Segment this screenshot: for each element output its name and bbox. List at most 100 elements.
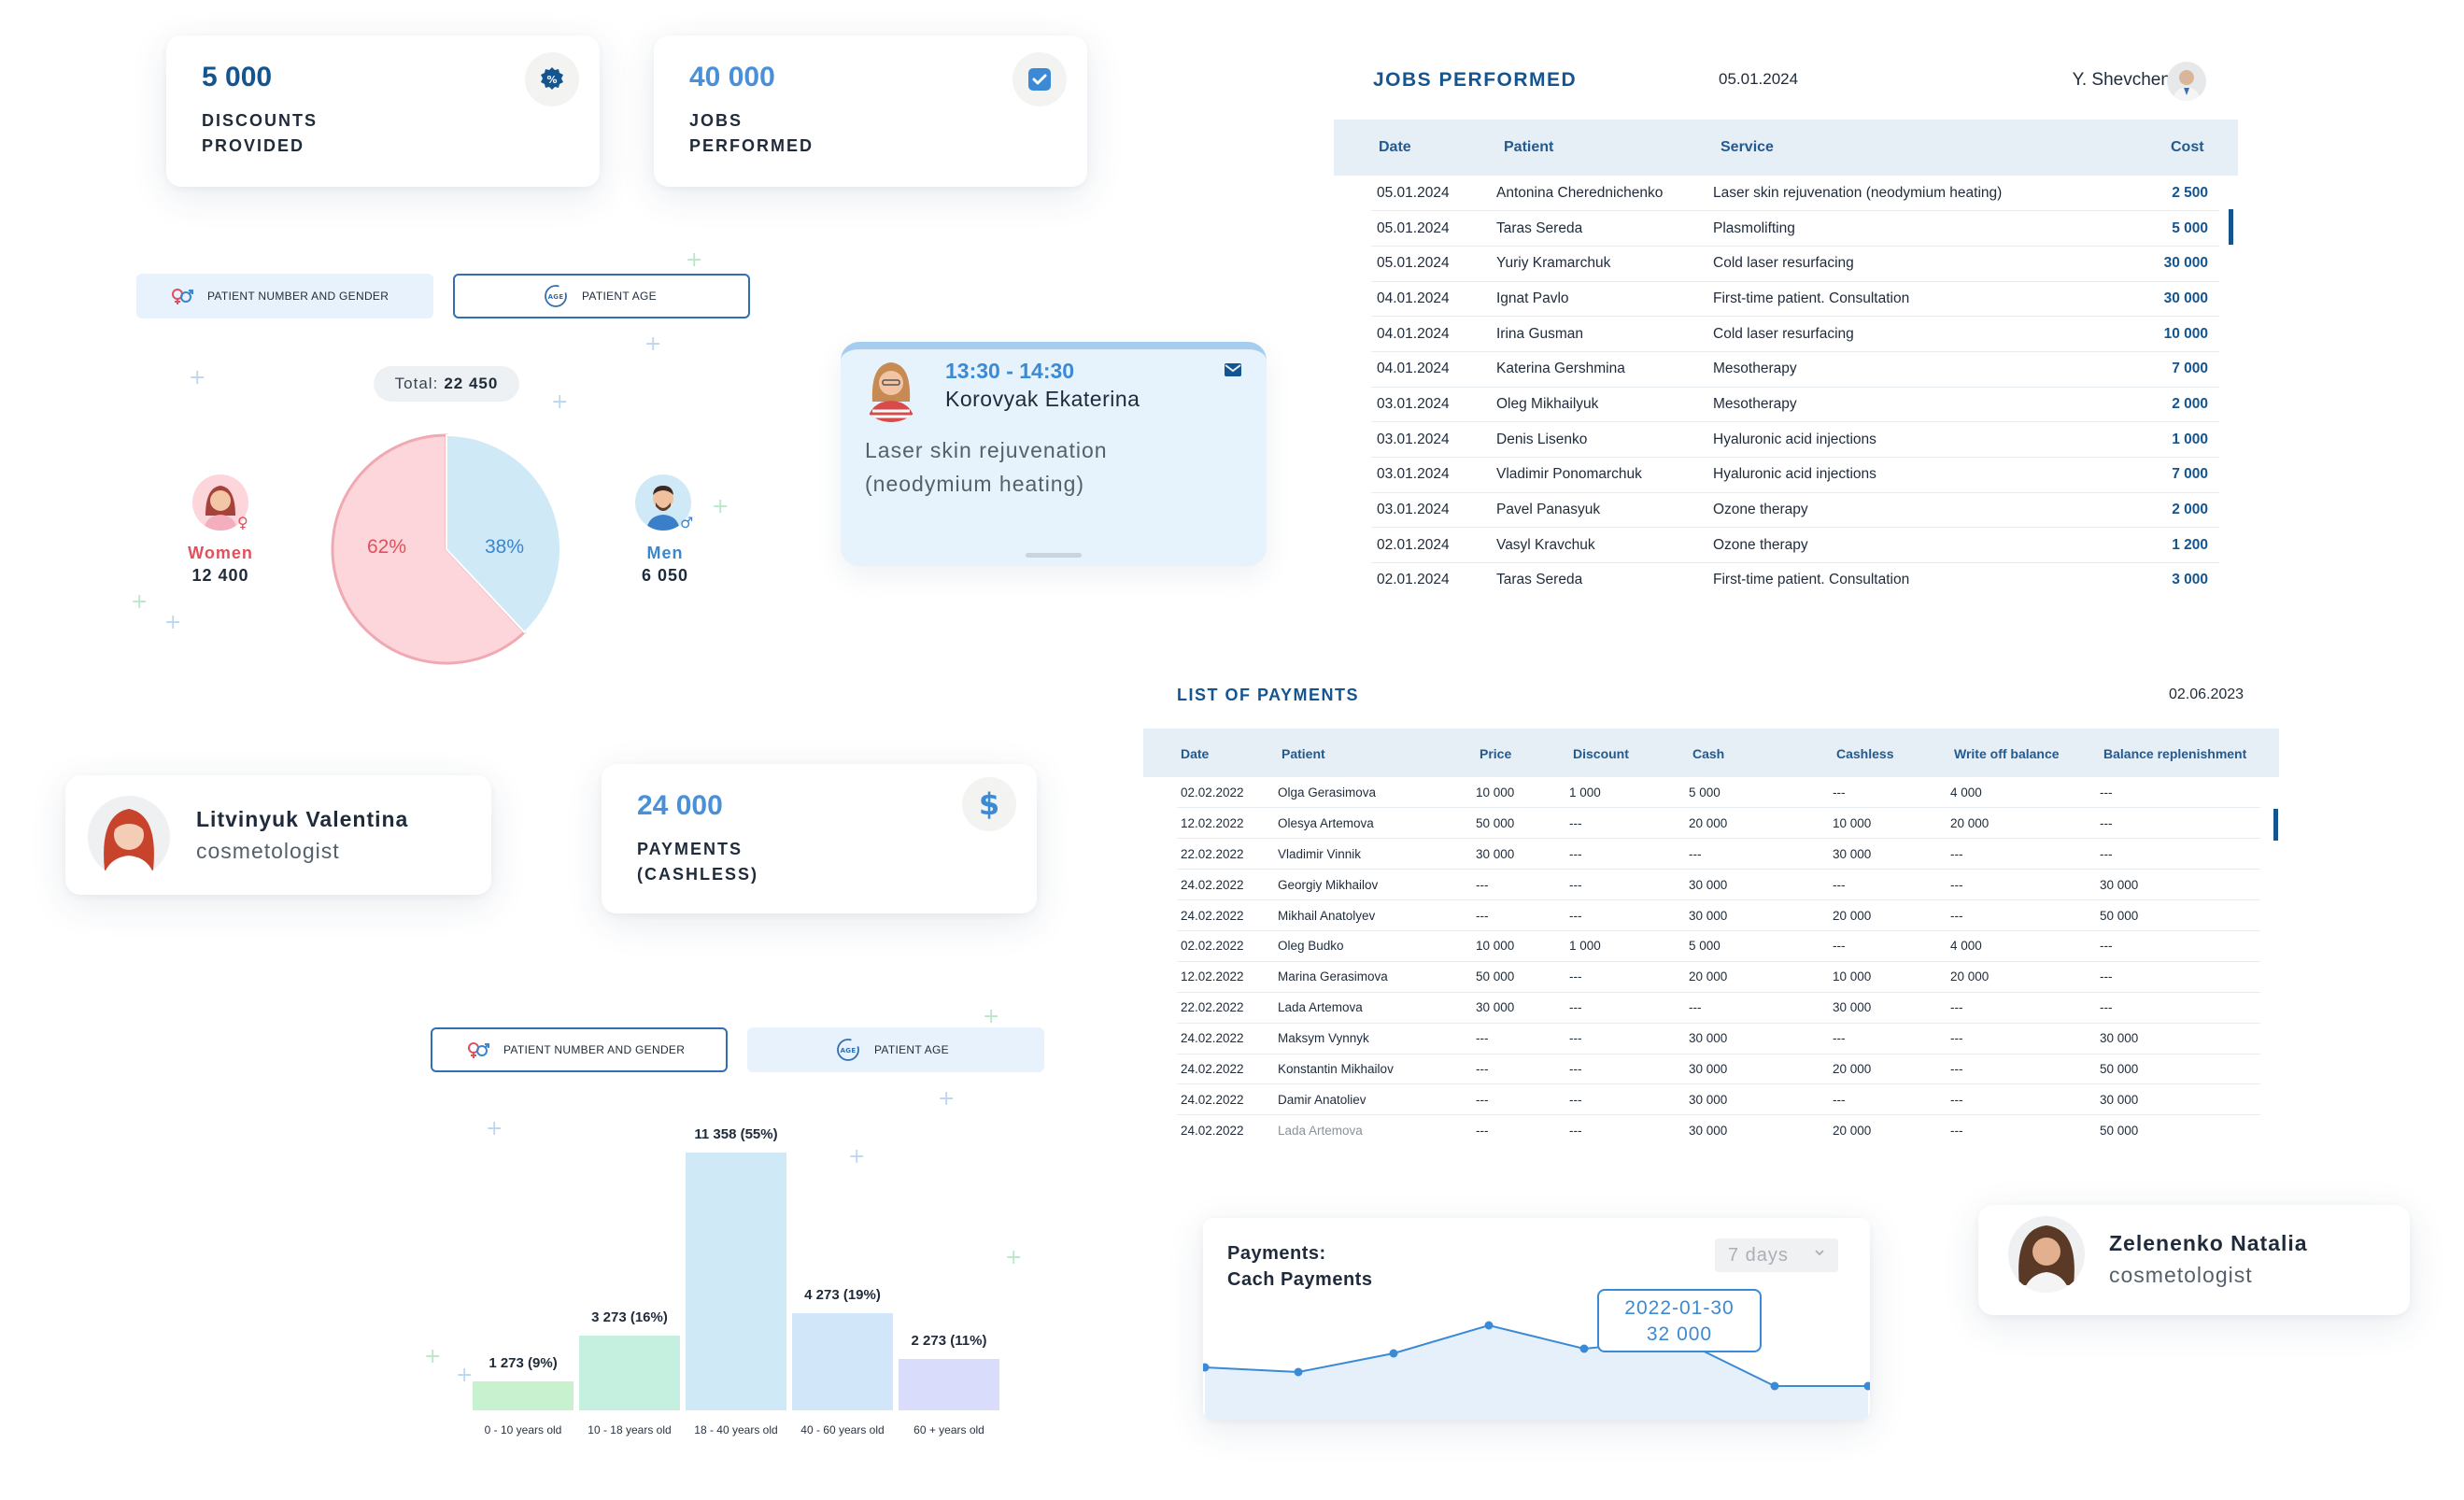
cell-replenish: --- [2100, 930, 2260, 962]
cell-patient: Yuriy Kramarchuk [1496, 246, 1713, 282]
payments-table-row[interactable]: 02.02.2022 Olga Gerasimova 10 000 1 000 5 00… [1177, 777, 2260, 809]
cell-service: Ozone therapy [1713, 492, 2115, 529]
col-date[interactable]: Date [1181, 746, 1210, 761]
decor-plus: + [456, 1364, 474, 1387]
age-bar[interactable] [686, 1153, 786, 1410]
cell-cash: 30 000 [1689, 899, 1833, 931]
line-point[interactable] [1203, 1363, 1210, 1372]
line-point[interactable] [1484, 1321, 1494, 1330]
cell-patient: Denis Lisenko [1496, 421, 1713, 458]
cell-cash: 5 000 [1689, 777, 1833, 809]
cell-price: --- [1476, 1114, 1569, 1145]
col-patient[interactable]: Patient [1282, 746, 1325, 761]
cell-discount: --- [1569, 1114, 1689, 1145]
jobs-title: JOBS PERFORMED [1373, 69, 1578, 91]
bar-data-label: 4 273 (19%) [804, 1287, 881, 1304]
tab-patient-age[interactable]: AGE PATIENT AGE [747, 1027, 1044, 1072]
payments-table-row[interactable]: 12.02.2022 Olesya Artemova 50 000 --- 20 000… [1177, 807, 2260, 840]
jobs-table-row[interactable]: 02.01.2024 Vasyl Kravchuk Ozone therapy 1 2… [1371, 527, 2219, 564]
age-bar[interactable] [792, 1313, 893, 1410]
cell-write-off: --- [1950, 1114, 2100, 1145]
jobs-table-row[interactable]: 03.01.2024 Oleg Mikhailyuk Mesotherapy 2 00… [1371, 387, 2219, 423]
payments-table-row[interactable]: 12.02.2022 Marina Gerasimova 50 000 --- 20 0… [1177, 961, 2260, 993]
appointment-card[interactable]: 13:30 - 14:30 Korovyak Ekaterina Laser s… [841, 342, 1267, 566]
tab-patient-gender[interactable]: PATIENT NUMBER AND GENDER [136, 274, 433, 318]
jobs-scrollbar[interactable] [2229, 209, 2233, 245]
gender-icon [170, 287, 194, 305]
cell-replenish: 50 000 [2100, 899, 2260, 931]
jobs-table-row[interactable]: 02.01.2024 Taras Sereda First-time patient… [1371, 562, 2219, 596]
staff-card-zelenenko[interactable]: Zelenenko Natalia cosmetologist [1978, 1205, 2410, 1315]
col-replenish[interactable]: Balance replenishment [2103, 746, 2247, 761]
age-icon-text: AGE [841, 1047, 857, 1054]
payments-table-row[interactable]: 22.02.2022 Lada Artemova 30 000 --- --- 30 00… [1177, 992, 2260, 1024]
payments-chart-title: Payments: Cach Payments [1227, 1240, 1372, 1293]
cell-service: First-time patient. Consultation [1713, 562, 2115, 596]
payments-table-row[interactable]: 24.02.2022 Mikhail Anatolyev --- --- 30 000 2… [1177, 899, 2260, 931]
cell-write-off: --- [1950, 838, 2100, 870]
staff-card-litvinyuk[interactable]: Litvinyuk Valentina cosmetologist [65, 775, 491, 895]
age-bar[interactable] [579, 1336, 680, 1410]
jobs-table-row[interactable]: 03.01.2024 Vladimir Ponomarchuk Hyaluronic… [1371, 457, 2219, 493]
jobs-table-row[interactable]: 05.01.2024 Taras Sereda Plasmolifting 5 000 [1371, 210, 2219, 247]
col-cashless[interactable]: Cashless [1836, 746, 1894, 761]
appointment-patient: Korovyak Ekaterina [945, 387, 1140, 411]
jobs-table-row[interactable]: 03.01.2024 Pavel Panasyuk Ozone therapy 2 0… [1371, 492, 2219, 529]
cell-discount: --- [1569, 1083, 1689, 1116]
decor-plus: + [712, 495, 729, 518]
payments-table-header: Date Patient Price Discount Cash Cashles… [1143, 729, 2279, 777]
col-cash[interactable]: Cash [1692, 746, 1725, 761]
payments-table-row[interactable]: 24.02.2022 Lada Artemova --- --- 30 000 20 00… [1177, 1114, 2260, 1145]
col-write-off[interactable]: Write off balance [1954, 746, 2060, 761]
col-date[interactable]: Date [1379, 139, 1411, 155]
col-price[interactable]: Price [1480, 746, 1512, 761]
line-point[interactable] [1389, 1349, 1398, 1358]
cell-price: 30 000 [1476, 838, 1569, 870]
mail-icon[interactable] [1224, 362, 1242, 382]
bar-category-label: 40 - 60 years old [800, 1423, 885, 1436]
payments-table-row[interactable]: 24.02.2022 Damir Anatoliev --- --- 30 000 ---… [1177, 1083, 2260, 1116]
age-bar[interactable] [473, 1381, 574, 1410]
payments-table-row[interactable]: 22.02.2022 Vladimir Vinnik 30 000 --- --- 30 … [1177, 838, 2260, 870]
col-cost[interactable]: Cost [2171, 139, 2204, 155]
cell-discount: --- [1569, 961, 1689, 993]
col-service[interactable]: Service [1721, 139, 1774, 155]
cell-cash: 30 000 [1689, 1083, 1833, 1116]
jobs-table-row[interactable]: 04.01.2024 Katerina Gershmina Mesotherapy 7… [1371, 351, 2219, 388]
cell-date: 04.01.2024 [1371, 281, 1496, 318]
col-patient[interactable]: Patient [1504, 139, 1554, 155]
drag-handle[interactable] [1026, 553, 1082, 558]
col-discount[interactable]: Discount [1573, 746, 1629, 761]
jobs-table-row[interactable]: 05.01.2024 Yuriy Kramarchuk Cold laser res… [1371, 246, 2219, 282]
age-bar[interactable] [899, 1358, 999, 1410]
payments-table-row[interactable]: 24.02.2022 Georgiy Mikhailov --- --- 30 000-… [1177, 869, 2260, 901]
cell-price: --- [1476, 1054, 1569, 1085]
cell-patient: Georgiy Mikhailov [1278, 869, 1476, 901]
appointment-time: 13:30 - 14:30 [945, 359, 1075, 383]
payments-table-row[interactable]: 24.02.2022 Maksym Vynnyk --- --- 30 000 --- --… [1177, 1023, 2260, 1054]
decor-plus: + [131, 590, 149, 614]
jobs-table-row[interactable]: 03.01.2024 Denis Lisenko Hyaluronic acid i… [1371, 421, 2219, 458]
cell-price: --- [1476, 869, 1569, 901]
tab-patient-age[interactable]: AGE PATIENT AGE [453, 274, 750, 318]
jobs-label: JOBS PERFORMED [689, 108, 814, 159]
cell-cashless: --- [1833, 777, 1950, 809]
line-point[interactable] [1770, 1381, 1779, 1391]
line-point[interactable] [1294, 1367, 1303, 1377]
jobs-table-row[interactable]: 04.01.2024 Irina Gusman Cold laser resurfa… [1371, 316, 2219, 352]
period-select[interactable]: 7 days [1715, 1238, 1838, 1272]
cell-service: Mesotherapy [1713, 387, 2115, 423]
line-area-fill [1205, 1325, 1868, 1420]
payments-scrollbar[interactable] [2273, 809, 2278, 841]
jobs-table-row[interactable]: 04.01.2024 Ignat Pavlo First-time patient.… [1371, 281, 2219, 318]
cell-patient: Oleg Budko [1278, 930, 1476, 962]
bar-category-label: 10 - 18 years old [588, 1423, 672, 1436]
payments-table-row[interactable]: 02.02.2022 Oleg Budko 10 000 1 000 5 000 --- 4… [1177, 930, 2260, 962]
jobs-table-row[interactable]: 05.01.2024 Antonina Cherednichenko Laser s… [1371, 176, 2219, 212]
tab-patient-gender[interactable]: PATIENT NUMBER AND GENDER [431, 1027, 728, 1072]
payments-table-row[interactable]: 24.02.2022 Konstantin Mikhailov --- --- 30 0… [1177, 1054, 2260, 1085]
women-legend-count: 12 400 [191, 566, 249, 585]
line-point[interactable] [1863, 1381, 1871, 1391]
period-select-value: 7 days [1728, 1244, 1789, 1266]
line-point[interactable] [1579, 1344, 1589, 1353]
